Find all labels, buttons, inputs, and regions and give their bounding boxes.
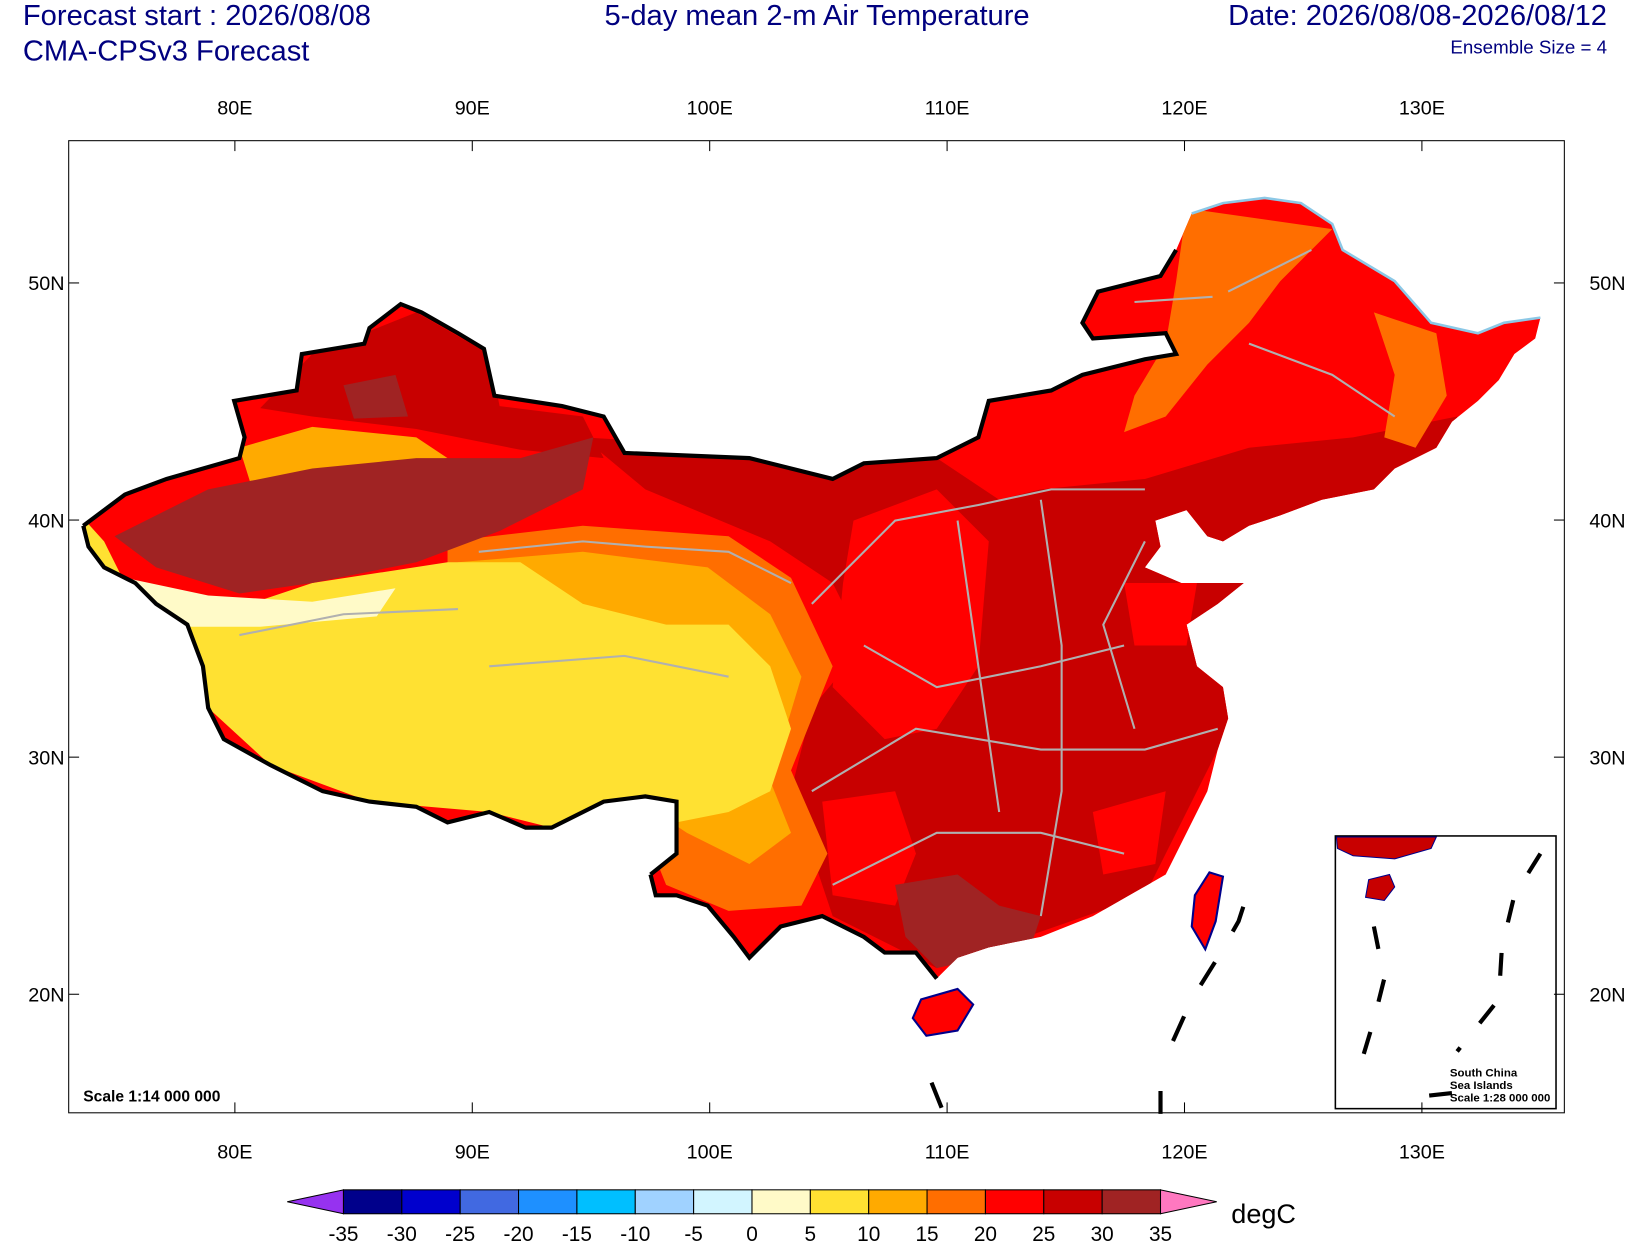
- y-tick-label: 20N: [28, 985, 64, 1007]
- inset: South China Sea Islands Scale 1:28 000 0…: [1334, 835, 1557, 1110]
- chart-title: 5-day mean 2-m Air Temperature: [604, 0, 1029, 32]
- border: [81, 525, 939, 980]
- x-tick-label: 120E: [1161, 98, 1207, 120]
- ensemble-size: Ensemble Size = 4: [1450, 36, 1607, 57]
- y-tick-label: 40N: [1589, 510, 1625, 532]
- colorbar-box: [401, 1189, 461, 1215]
- y-tick-label: 30N: [28, 747, 64, 769]
- boundary-dash: [929, 879, 1255, 1114]
- colorbar-box: [1101, 1189, 1162, 1215]
- x-tick-label: 100E: [687, 98, 733, 120]
- y-tick-label: 40N: [28, 510, 64, 532]
- colorbar-label: 30: [1091, 1223, 1114, 1241]
- y-tick-label: 30N: [1589, 747, 1625, 769]
- x-tick-label: 90E: [455, 1142, 490, 1164]
- x-tick-label: 100E: [687, 1142, 733, 1164]
- colorbar-label: 20: [974, 1223, 997, 1241]
- colorbar-label: 15: [915, 1223, 938, 1241]
- colorbar-box: [984, 1189, 1045, 1215]
- colorbar-box: [809, 1189, 870, 1215]
- y-tick-label: 50N: [1589, 273, 1625, 295]
- date-range: Date: 2026/08/08-2026/08/12: [1228, 0, 1607, 32]
- inset-land: [1364, 873, 1396, 902]
- colorbar-label: -15: [562, 1223, 592, 1241]
- colorbar-label: -25: [445, 1223, 475, 1241]
- colorbar-triangle: [1159, 1189, 1217, 1215]
- colorbar-label: 10: [857, 1223, 880, 1241]
- colorbar-box: [751, 1189, 811, 1215]
- inset-land: [1335, 836, 1438, 860]
- border-river: [1191, 196, 1541, 335]
- island: [1190, 871, 1225, 952]
- x-tick-label: 90E: [455, 98, 490, 120]
- inset-label: Scale 1:28 000 000: [1450, 1092, 1550, 1104]
- x-tick-label: 80E: [217, 1142, 252, 1164]
- island: [911, 987, 975, 1037]
- colorbar-box: [518, 1189, 578, 1215]
- y-tick-label: 20N: [1589, 985, 1625, 1007]
- model-name: CMA-CPSv3 Forecast: [23, 36, 309, 68]
- colorbar-label: -30: [387, 1223, 417, 1241]
- colorbar-label: -10: [620, 1223, 650, 1241]
- colorbar-box: [868, 1189, 928, 1215]
- inset-frame: [1334, 835, 1557, 1110]
- colorbar-box: [634, 1189, 695, 1215]
- x-tick-label: 80E: [217, 98, 252, 120]
- colorbar-box: [1043, 1189, 1103, 1215]
- colorbar-label: 25: [1032, 1223, 1055, 1241]
- x-tick-label: 110E: [925, 1142, 970, 1164]
- colorbar-label: -5: [684, 1223, 703, 1241]
- colorbar-box: [342, 1189, 403, 1215]
- colorbar-box: [459, 1189, 520, 1215]
- colorbar-box: [693, 1189, 753, 1215]
- colorbar-triangle: [287, 1189, 344, 1215]
- x-tick-label: 120E: [1161, 1142, 1207, 1164]
- inset-label: Sea Islands: [1450, 1080, 1513, 1092]
- colorbar-label: 5: [805, 1223, 817, 1241]
- y-tick-label: 50N: [28, 273, 64, 295]
- colorbar-box: [576, 1189, 636, 1215]
- colorbar-label: 35: [1149, 1223, 1172, 1241]
- border: [82, 248, 1180, 528]
- colorbar-label: 0: [746, 1223, 758, 1241]
- colorbar-box: [926, 1189, 986, 1215]
- x-tick-label: 130E: [1399, 1142, 1445, 1164]
- colorbar-unit: degC: [1231, 1199, 1296, 1229]
- colorbar-label: -20: [504, 1223, 534, 1241]
- scale-label: Scale 1:14 000 000: [83, 1088, 220, 1105]
- inset-label: South China: [1450, 1067, 1518, 1079]
- colorbar-label: -35: [328, 1223, 358, 1241]
- forecast-start: Forecast start : 2026/08/08: [23, 0, 371, 32]
- x-tick-label: 130E: [1399, 98, 1445, 120]
- x-tick-label: 110E: [925, 98, 970, 120]
